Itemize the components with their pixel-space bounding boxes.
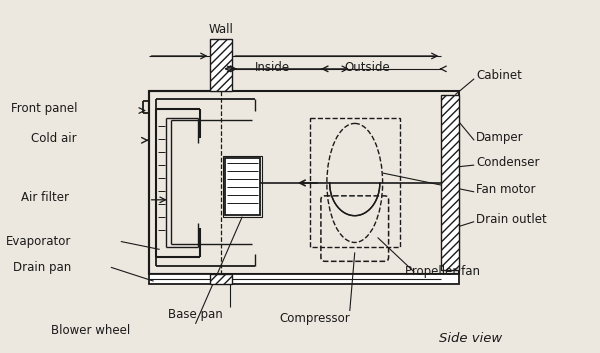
Text: Drain outlet: Drain outlet [476, 213, 547, 226]
Text: Side view: Side view [439, 332, 503, 345]
Text: Drain pan: Drain pan [13, 261, 71, 274]
Text: Base pan: Base pan [168, 309, 223, 321]
Text: Propeller fan: Propeller fan [404, 265, 479, 278]
Text: Blower wheel: Blower wheel [52, 324, 131, 337]
Text: Damper: Damper [476, 131, 524, 144]
Text: Inside: Inside [254, 61, 290, 74]
Bar [149, 274, 459, 284]
Text: Wall: Wall [209, 23, 234, 36]
Bar [226, 158, 260, 215]
Bar [149, 91, 459, 274]
Text: Cold air: Cold air [31, 132, 77, 145]
Text: Evaporator: Evaporator [7, 235, 72, 248]
Bar [211, 274, 232, 284]
Text: Fan motor: Fan motor [476, 184, 536, 196]
Text: Outside: Outside [345, 61, 391, 74]
Bar [223, 156, 262, 217]
Text: Front panel: Front panel [11, 102, 78, 115]
Text: Air filter: Air filter [21, 191, 69, 204]
Bar [310, 119, 400, 247]
Text: Condenser: Condenser [476, 156, 539, 169]
Bar [442, 95, 459, 270]
Text: Cabinet: Cabinet [476, 69, 522, 82]
Bar [211, 39, 232, 91]
Text: Compressor: Compressor [280, 312, 350, 325]
